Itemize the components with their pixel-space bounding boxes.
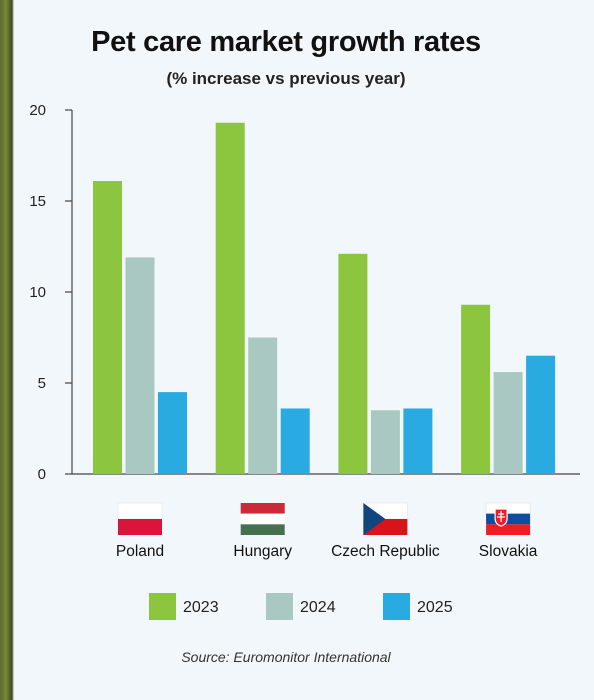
flag-stripe — [117, 502, 163, 520]
bar-2025 — [526, 355, 556, 474]
flag-triangle — [363, 503, 386, 535]
bar-2025 — [158, 392, 187, 474]
czech-flag-icon — [363, 502, 408, 535]
bar-2024 — [125, 257, 155, 474]
category-label: Czech Republic — [331, 543, 440, 560]
bar-2024 — [493, 372, 523, 474]
slovakia-flag-icon — [485, 502, 531, 535]
legend-swatch-2024 — [266, 593, 293, 620]
y-tick-label: 5 — [38, 375, 46, 392]
bar-2023 — [93, 180, 122, 475]
flag-stripe — [485, 502, 531, 514]
legend-swatch-2025 — [383, 593, 410, 620]
y-tick-label: 15 — [29, 193, 46, 210]
legend-swatch-2023 — [149, 593, 176, 620]
flag-stripe — [240, 524, 285, 535]
bar-2023 — [215, 122, 245, 475]
flag-stripe — [486, 513, 531, 525]
y-tick-label: 20 — [29, 102, 46, 119]
bar-2024 — [370, 410, 400, 474]
chart-title: Pet care market growth rates — [91, 26, 481, 58]
bar-2024 — [248, 337, 278, 474]
bar-2023 — [461, 304, 491, 474]
category-label: Hungary — [233, 543, 292, 560]
chart-subtitle: (% increase vs previous year) — [166, 69, 406, 88]
y-tick-label: 0 — [38, 466, 46, 483]
source-note: Source: Euromonitor International — [181, 649, 391, 665]
bar-2023 — [338, 253, 368, 474]
legend-label-2025: 2025 — [417, 599, 453, 616]
category-label: Slovakia — [479, 543, 538, 560]
flag-stripe — [486, 524, 531, 535]
coat-cross — [497, 511, 506, 522]
category-label: Poland — [116, 543, 164, 560]
y-tick-label: 10 — [29, 284, 46, 301]
bar-2025 — [280, 408, 310, 474]
legend-label-2023: 2023 — [183, 599, 219, 616]
bar-2025 — [403, 408, 433, 474]
flag-stripe — [240, 513, 285, 525]
flag-stripe — [240, 503, 285, 514]
flag-stripe — [118, 519, 162, 535]
poland-flag-icon — [117, 502, 163, 535]
hungary-flag-icon — [240, 503, 285, 535]
legend-label-2024: 2024 — [300, 599, 336, 616]
